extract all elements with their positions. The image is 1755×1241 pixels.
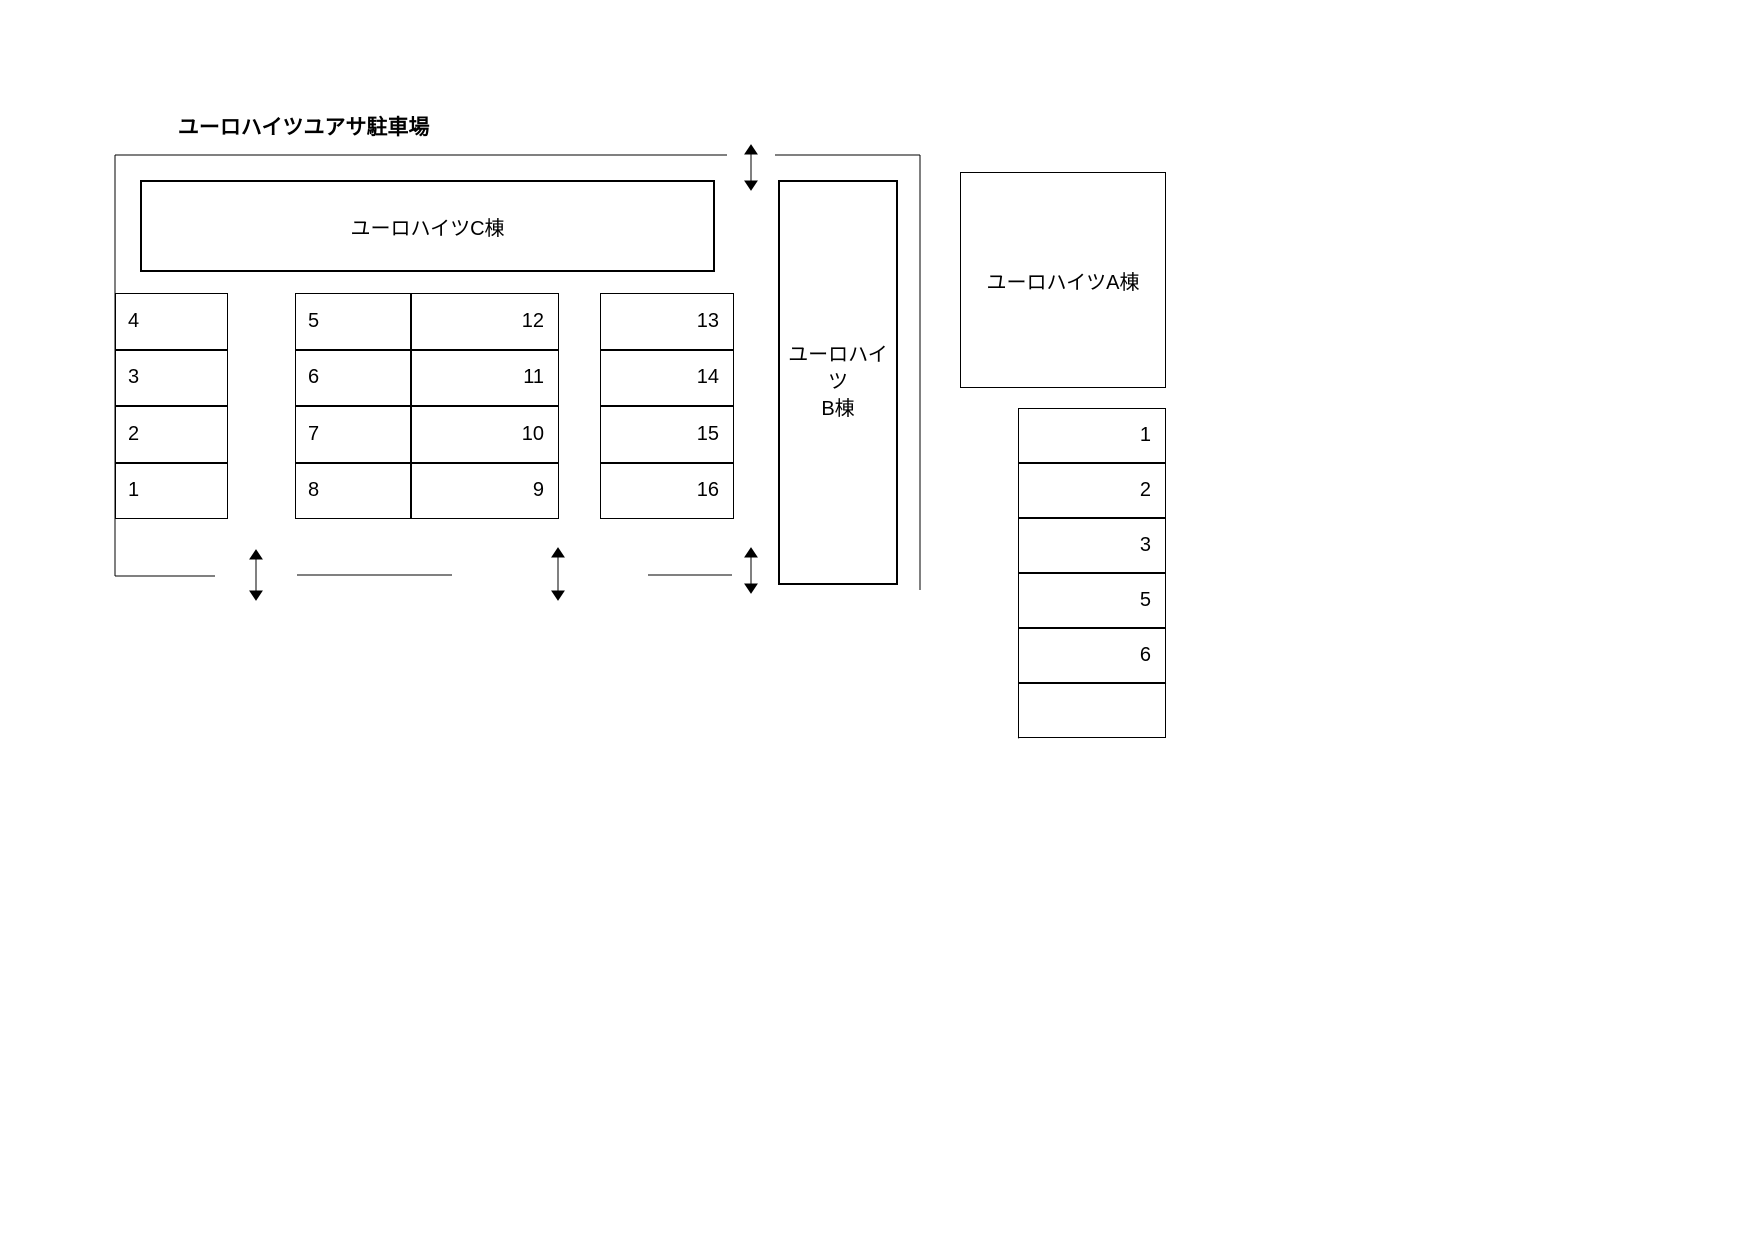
rin-cell: 15 <box>600 406 734 463</box>
building-a: ユーロハイツA棟 <box>960 172 1166 388</box>
rin-cell: 14 <box>600 350 734 407</box>
far-cell: 2 <box>1018 463 1166 518</box>
left-cell: 3 <box>115 350 228 407</box>
midL-cell: 8 <box>295 463 411 520</box>
far-cell: 3 <box>1018 518 1166 573</box>
midL-cell: 7 <box>295 406 411 463</box>
far-cell: 1 <box>1018 408 1166 463</box>
far-cell: 6 <box>1018 628 1166 683</box>
page-title: ユーロハイツユアサ駐車場 <box>178 111 430 141</box>
left-cell: 1 <box>115 463 228 520</box>
rin-cell: 16 <box>600 463 734 520</box>
parking-map: ユーロハイツユアサ駐車場 ユーロハイツC棟 ユーロハイツB棟 ユーロハイツA棟 … <box>0 0 1755 1241</box>
building-b: ユーロハイツB棟 <box>778 180 898 585</box>
midR-cell: 11 <box>411 350 559 407</box>
far-cell: 5 <box>1018 573 1166 628</box>
midL-cell: 5 <box>295 293 411 350</box>
midR-cell: 9 <box>411 463 559 520</box>
far-cell-crossed <box>1018 683 1166 738</box>
rin-cell: 13 <box>600 293 734 350</box>
building-b-label: ユーロハイツB棟 <box>780 342 896 423</box>
midR-cell: 10 <box>411 406 559 463</box>
building-c-label: ユーロハイツC棟 <box>350 212 504 241</box>
left-cell: 4 <box>115 293 228 350</box>
left-cell: 2 <box>115 406 228 463</box>
midL-cell: 6 <box>295 350 411 407</box>
building-c: ユーロハイツC棟 <box>140 180 715 272</box>
midR-cell: 12 <box>411 293 559 350</box>
building-a-label: ユーロハイツA棟 <box>987 266 1140 295</box>
